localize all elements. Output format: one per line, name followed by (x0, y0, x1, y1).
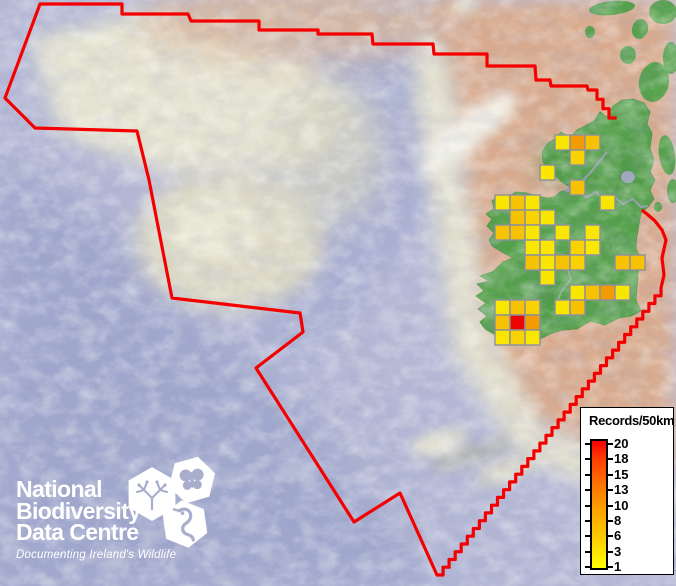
legend-tick-right (608, 535, 613, 538)
grid-cell (509, 209, 526, 226)
legend-tick-right (608, 566, 613, 568)
legend-tick-right (608, 489, 613, 492)
grid-cell (584, 134, 601, 151)
legend-value: 15 (614, 466, 629, 482)
legend-value: 18 (614, 451, 629, 467)
grid-cell (494, 314, 511, 331)
grid-cell (569, 179, 586, 196)
grid-cell (524, 314, 541, 331)
legend-tick-right (608, 550, 613, 553)
grid-cell (614, 284, 631, 301)
legend-tick-left (585, 535, 590, 538)
grid-cell (509, 329, 526, 346)
legend-tick-left (585, 550, 590, 553)
grid-cell (539, 254, 556, 271)
grid-cell (524, 254, 541, 271)
legend-tick-left (585, 519, 590, 522)
grid-cell (599, 284, 616, 301)
legend-tick-left (585, 566, 590, 568)
grid-cell (554, 224, 571, 241)
nbdc-logo-hexagons (128, 456, 216, 548)
grid-cell (539, 209, 556, 226)
legend-tick-left (585, 489, 590, 492)
seahorse-icon (162, 500, 208, 548)
grid-cell (524, 329, 541, 346)
logo-line-1: National (16, 476, 103, 502)
logo-line-3: Data Centre (16, 519, 139, 545)
grid-cell (629, 254, 646, 271)
legend-value: 8 (614, 512, 622, 528)
nbdc-logo: National Biodiversity Data Centre Docume… (16, 476, 177, 561)
grid-cell (569, 239, 586, 256)
maritime-boundary-line (3, 2, 668, 577)
grid-cell (599, 194, 616, 211)
grid-cell (569, 254, 586, 271)
legend-value: 1 (614, 559, 622, 574)
legend-value: 13 (614, 482, 629, 498)
legend-tick-right (608, 443, 613, 445)
legend-tick-left (585, 443, 590, 445)
legend-value: 3 (614, 543, 622, 559)
legend-value: 20 (614, 436, 629, 451)
grid-cell (554, 299, 571, 316)
grid-cell (569, 284, 586, 301)
legend-tick-right (608, 504, 613, 507)
legend-tick-right (608, 473, 613, 476)
butterfly-icon (168, 456, 216, 504)
grid-cell (494, 194, 511, 211)
grid-cell (584, 239, 601, 256)
legend-tick-right (608, 519, 613, 522)
grid-cell (539, 164, 556, 181)
grid-cell (569, 299, 586, 316)
grid-cell (554, 134, 571, 151)
legend-tick-left (585, 458, 590, 461)
legend: Records/50km 20 18 15 13 10 8 6 3 1 (580, 407, 675, 575)
grid-cell (494, 299, 511, 316)
grid-cell (509, 224, 526, 241)
grid-cell (614, 254, 631, 271)
grid-cell (524, 239, 541, 256)
legend-title: Records/50km (589, 413, 675, 428)
legend-tick-left (585, 473, 590, 476)
legend-colorbar (590, 439, 608, 570)
grid-cell (584, 224, 601, 241)
grid-cell (524, 299, 541, 316)
legend-tick-left (585, 504, 590, 507)
grid-cell (494, 329, 511, 346)
grid-cell (509, 314, 526, 331)
grid-cell (524, 209, 541, 226)
legend-value: 6 (614, 528, 622, 544)
grid-cell (554, 254, 571, 271)
grid-cell (509, 299, 526, 316)
legend-tick-right (608, 458, 613, 461)
tree-icon (128, 467, 176, 521)
logo-tagline: Documenting Ireland's Wildlife (16, 548, 177, 561)
grid-cell (494, 224, 511, 241)
grid-cell (569, 134, 586, 151)
records-grid-layer (494, 134, 646, 346)
grid-cell (539, 239, 556, 256)
grid-cell (584, 284, 601, 301)
grid-cell (539, 269, 556, 286)
grid-cell (509, 194, 526, 211)
grid-cell (524, 224, 541, 241)
logo-line-2: Biodiversity (16, 497, 141, 524)
grid-cell (524, 194, 541, 211)
grid-cell (569, 149, 586, 166)
legend-value: 10 (614, 497, 629, 513)
